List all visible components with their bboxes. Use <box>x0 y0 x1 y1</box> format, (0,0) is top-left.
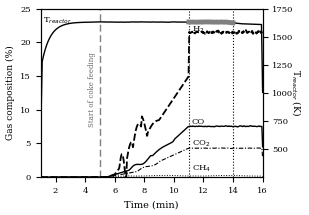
Text: Start of coke feeding: Start of coke feeding <box>88 52 96 127</box>
Text: CH$_4$: CH$_4$ <box>192 164 211 174</box>
Text: T$_{reactor}$: T$_{reactor}$ <box>43 15 72 26</box>
Y-axis label: T$_{reactor}$ (K): T$_{reactor}$ (K) <box>290 69 303 116</box>
X-axis label: Time (min): Time (min) <box>125 200 179 209</box>
Text: CO$_2$: CO$_2$ <box>192 138 210 149</box>
Y-axis label: Gas composition (%): Gas composition (%) <box>6 46 15 140</box>
Text: H$_2$: H$_2$ <box>192 25 204 35</box>
Text: CO: CO <box>192 118 205 126</box>
